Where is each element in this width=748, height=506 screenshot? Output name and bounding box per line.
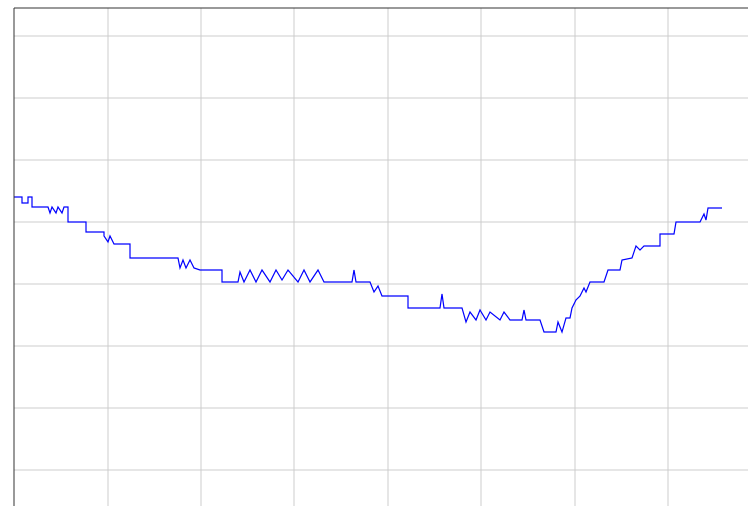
data-line: [14, 196, 722, 334]
plot-area: [14, 196, 722, 334]
grid: [14, 8, 748, 506]
